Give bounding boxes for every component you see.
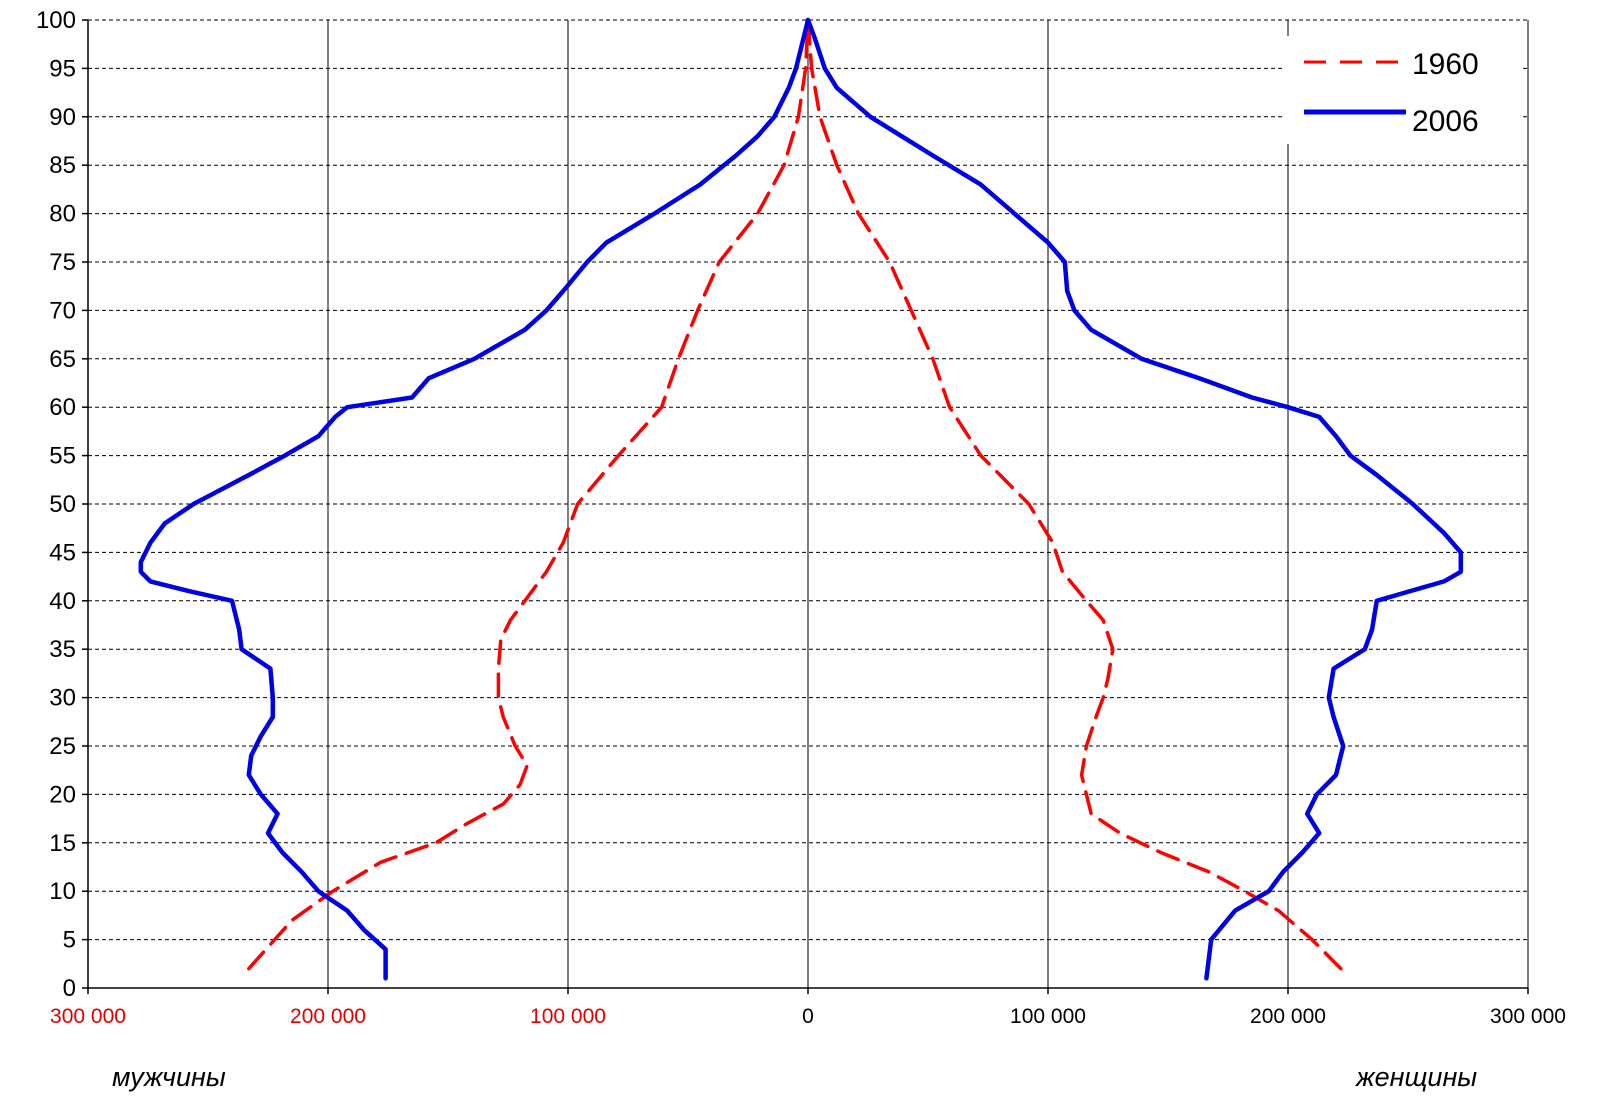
y-tick-label: 5 [63, 927, 76, 954]
x-tick-label: 200 000 [1250, 1005, 1326, 1028]
y-tick-label: 40 [49, 588, 76, 615]
y-tick-labels: 0 5 10 15 20 25 30 35 40 45 50 55 60 65 70 75 80 85 90 95 10… [36, 7, 76, 1002]
y-tick-label: 90 [49, 104, 76, 131]
y-tick-label: 25 [49, 733, 76, 760]
y-tick-label: 85 [49, 152, 76, 179]
x-tick-label: 100 000 [1010, 1005, 1086, 1028]
x-tick-label: 300 000 [50, 1005, 126, 1028]
y-tick-label: 80 [49, 201, 76, 228]
legend-label-1960: 1960 [1412, 48, 1479, 81]
legend-background [1282, 36, 1520, 144]
y-tick-label: 60 [49, 394, 76, 421]
y-tick-label: 30 [49, 685, 76, 712]
y-tick-label: 45 [49, 539, 76, 566]
y-tick-label: 95 [49, 55, 76, 82]
x-tick-labels: 300 000 200 000 100 000 0 100 000 200 000 300 … [50, 1005, 1566, 1028]
male-side-label: мужчины [112, 1062, 226, 1092]
series-1960-male-line [247, 18, 810, 971]
y-tick-label: 20 [49, 781, 76, 808]
y-tick-label: 65 [49, 346, 76, 373]
y-tick-label: 15 [49, 830, 76, 857]
series-1960-female-line [806, 18, 1343, 971]
female-side-label: женщины [1355, 1062, 1477, 1092]
x-tick-label: 200 000 [290, 1005, 366, 1028]
legend: 1960 2006 [1282, 36, 1520, 144]
x-tick-label: 300 000 [1490, 1005, 1566, 1028]
y-tick-label: 50 [49, 491, 76, 518]
axes [82, 19, 1529, 994]
y-tick-label: 35 [49, 636, 76, 663]
x-tick-label: 0 [802, 1005, 814, 1028]
y-tick-label: 100 [36, 7, 76, 34]
legend-label-2006: 2006 [1412, 105, 1479, 138]
y-tick-label: 0 [63, 975, 76, 1002]
y-tick-label: 70 [49, 297, 76, 324]
series-2006-female-line [805, 17, 1464, 981]
y-tick-label: 75 [49, 249, 76, 276]
series-2006-male-line [138, 17, 811, 981]
y-tick-label: 10 [49, 878, 76, 905]
series-lines [138, 17, 1464, 981]
x-tick-label: 100 000 [530, 1005, 606, 1028]
y-tick-label: 55 [49, 443, 76, 470]
